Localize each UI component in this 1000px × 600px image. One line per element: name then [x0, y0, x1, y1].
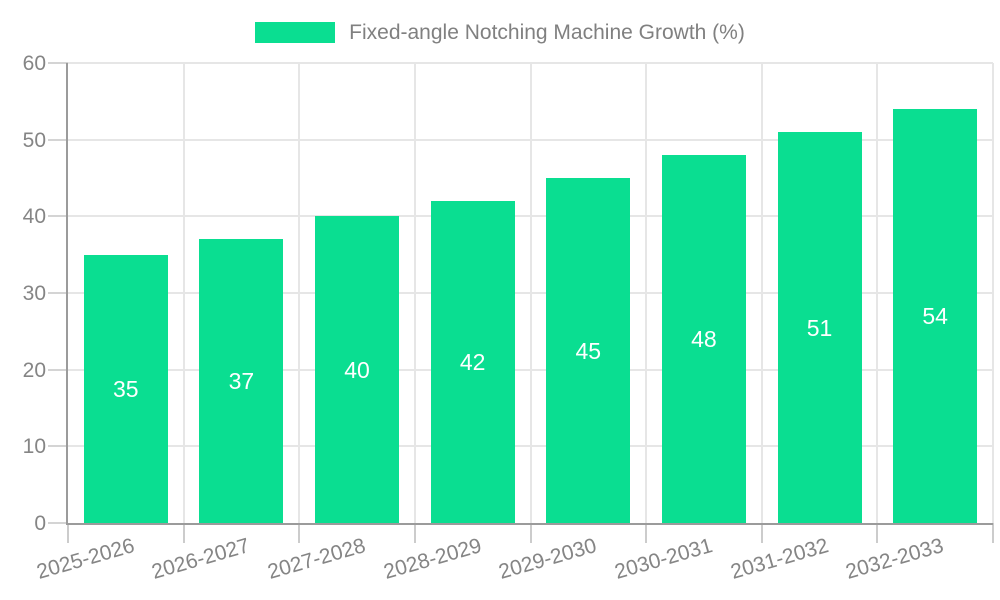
gridline: [182, 63, 185, 523]
bar[interactable]: 48: [661, 155, 746, 523]
x-axis-tick: [645, 523, 648, 543]
y-axis-line: [66, 63, 68, 523]
gridline: [298, 63, 301, 523]
x-axis-line: [66, 523, 993, 525]
y-axis-tick: [48, 215, 68, 218]
bar-value-label: 51: [806, 314, 833, 341]
bar[interactable]: 40: [315, 216, 400, 523]
gridline: [760, 63, 763, 523]
legend[interactable]: Fixed-angle Notching Machine Growth (%): [0, 12, 1000, 52]
y-axis-tick-label: 50: [22, 128, 46, 152]
bar-value-label: 35: [113, 375, 139, 402]
x-axis-tick: [992, 523, 994, 543]
y-axis-tick-label: 40: [22, 205, 46, 229]
bar[interactable]: 35: [83, 254, 168, 523]
bar[interactable]: 37: [199, 239, 284, 523]
x-axis-tick: [760, 523, 763, 543]
x-axis-tick: [67, 523, 69, 543]
y-axis-tick-label: 10: [22, 435, 46, 459]
x-axis-tick: [529, 523, 532, 543]
gridline: [992, 63, 994, 523]
x-axis-tick: [182, 523, 185, 543]
bar-value-label: 37: [228, 368, 255, 395]
gridline: [413, 63, 416, 523]
y-axis-tick: [48, 522, 68, 524]
bar[interactable]: 42: [430, 201, 515, 523]
y-axis-tick-label: 20: [22, 358, 46, 382]
bar[interactable]: 45: [546, 178, 631, 523]
bar-value-label: 54: [922, 303, 948, 329]
bar-value-label: 40: [344, 356, 370, 383]
y-axis-tick: [48, 138, 68, 141]
gridline: [529, 63, 532, 523]
bar-value-label: 42: [459, 349, 486, 375]
y-axis-tick-label: 60: [22, 52, 46, 75]
x-axis-tick: [298, 523, 301, 543]
y-axis-tick: [48, 62, 68, 64]
bar-value-label: 48: [691, 326, 717, 352]
y-axis-tick-label: 30: [22, 282, 46, 305]
y-axis-tick: [48, 368, 68, 371]
y-axis-tick-label: 0: [34, 512, 46, 535]
x-axis-tick: [413, 523, 416, 543]
y-axis-tick: [48, 445, 68, 448]
y-axis-tick: [48, 292, 68, 294]
bar-value-label: 45: [575, 337, 602, 364]
gridline: [876, 63, 879, 523]
bar[interactable]: 54: [893, 109, 978, 523]
legend-label: Fixed-angle Notching Machine Growth (%): [349, 20, 745, 44]
bar[interactable]: 51: [777, 132, 862, 523]
legend-swatch: [255, 21, 336, 43]
gridline: [645, 63, 648, 523]
x-axis-tick: [876, 523, 879, 543]
